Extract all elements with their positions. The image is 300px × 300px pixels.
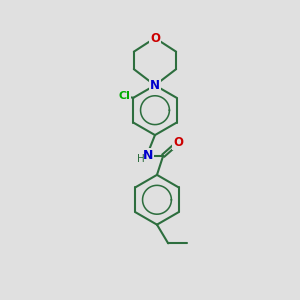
Text: N: N [150,79,160,92]
Text: N: N [142,149,153,162]
Text: O: O [150,32,160,44]
Text: H: H [137,154,145,164]
Text: O: O [174,136,184,148]
Text: N: N [150,79,160,92]
Text: Cl: Cl [118,92,130,101]
Text: N: N [142,149,153,162]
Text: O: O [174,136,184,148]
Text: O: O [150,32,160,44]
Text: Cl: Cl [118,92,130,101]
